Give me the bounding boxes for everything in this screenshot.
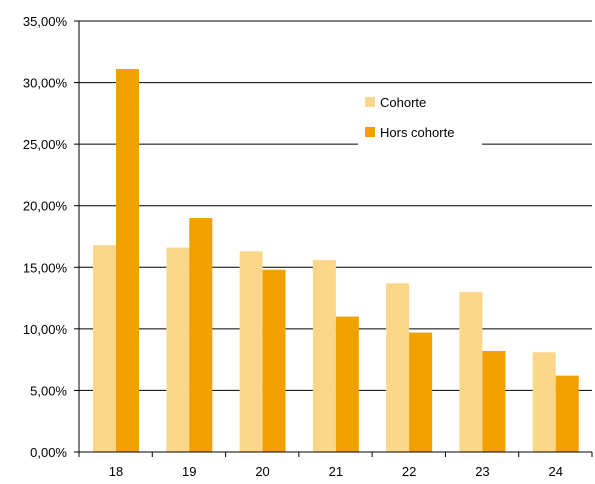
bar-hors-cohorte [116,69,139,453]
bar-cohorte [166,247,190,452]
legend-label-cohorte: Cohorte [380,95,426,110]
bar-hors-cohorte [189,218,213,452]
x-tick-label: 18 [109,464,123,479]
x-tick-label: 24 [548,464,562,479]
x-tick-label: 22 [402,464,416,479]
legend-background [358,85,482,153]
bar-hors-cohorte [262,269,286,452]
bar-cohorte [459,291,483,452]
bar-cohorte [532,352,556,452]
legend: Cohorte Hors cohorte [358,85,482,153]
y-tick-label: 20,00% [23,199,68,214]
y-tick-label: 25,00% [23,137,68,152]
bars [93,69,579,453]
bar-hors-cohorte [555,375,579,452]
bar-cohorte [93,245,116,452]
bar-hors-cohorte [409,332,433,452]
bar-hors-cohorte [335,316,359,452]
y-tick-label: 0,00% [30,445,67,460]
x-tick-label: 20 [255,464,269,479]
y-tick-label: 5,00% [30,383,67,398]
bar-hors-cohorte [482,351,506,452]
legend-swatch-hors-cohorte [365,127,375,137]
y-tick-labels: 0,00% 5,00% 10,00% 15,00% 20,00% 25,00% 30,00%… [23,14,68,460]
x-tick-label: 19 [182,464,196,479]
legend-swatch-cohorte [365,97,375,107]
y-tick-label: 10,00% [23,322,68,337]
bar-cohorte [239,251,263,452]
x-tick-labels: 18 19 20 21 22 23 24 [109,464,563,479]
bar-cohorte [312,259,336,452]
y-tick-label: 15,00% [23,260,68,275]
y-tick-label: 30,00% [23,76,68,91]
x-tick-label: 23 [475,464,489,479]
y-tick-label: 35,00% [23,14,68,29]
legend-label-hors-cohorte: Hors cohorte [380,125,454,140]
axes [78,21,593,457]
bar-cohorte [386,283,410,452]
x-tick-label: 21 [329,464,343,479]
